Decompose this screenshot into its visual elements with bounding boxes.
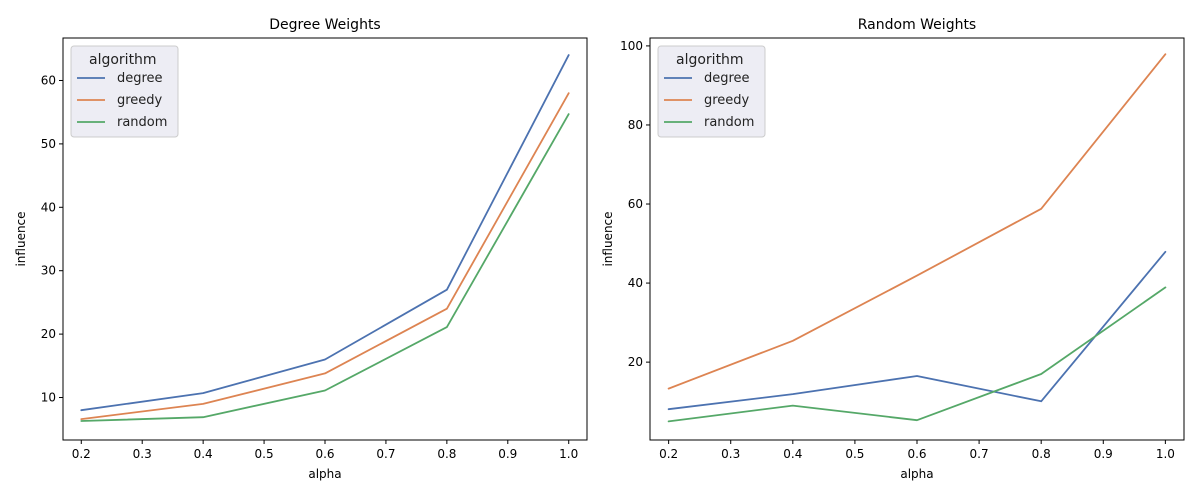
legend-entry-greedy: greedy	[117, 93, 163, 108]
x-tick-label: 0.7	[376, 447, 395, 461]
legend: algorithm degree greedy random	[657, 45, 766, 138]
legend-title: algorithm	[676, 52, 744, 68]
y-tick-label: 10	[41, 391, 56, 405]
x-tick-label: 0.3	[721, 447, 740, 461]
y-tick-label: 20	[41, 327, 56, 341]
x-tick-label: 0.6	[315, 447, 334, 461]
y-tick-label: 20	[628, 355, 643, 369]
x-tick-label: 1.0	[1156, 447, 1175, 461]
x-tick-label: 1.0	[559, 447, 578, 461]
legend-entry-degree: degree	[704, 71, 750, 86]
chart-title: Random Weights	[858, 17, 976, 33]
legend-entry-greedy: greedy	[704, 93, 750, 108]
x-tick-label: 0.8	[1032, 447, 1051, 461]
x-axis-label: alpha	[308, 467, 341, 481]
series-line-greedy	[80, 92, 570, 421]
legend-title: algorithm	[89, 52, 157, 68]
x-tick-label: 0.4	[783, 447, 802, 461]
chart-panel-2: Random Weights 0.2 0.3 0.4 0.5 0.6 0.7 0.8 0.9 1.…	[601, 17, 1185, 481]
x-tick-label: 0.4	[194, 447, 213, 461]
x-tick-label: 0.5	[255, 447, 274, 461]
legend-box	[70, 45, 179, 138]
series-line-random	[80, 113, 570, 422]
x-tick-label: 0.9	[498, 447, 517, 461]
series-line-degree	[667, 250, 1167, 411]
legend-entry-random: random	[704, 115, 754, 130]
series-line-greedy	[667, 53, 1167, 390]
y-tick-label: 60	[628, 197, 643, 211]
x-axis-label: alpha	[900, 467, 933, 481]
x-tick-label: 0.2	[659, 447, 678, 461]
x-tick-label: 0.9	[1094, 447, 1113, 461]
legend-entry-degree: degree	[117, 71, 163, 86]
y-axis-label: influence	[14, 211, 28, 266]
y-tick-label: 40	[41, 200, 56, 214]
legend-entry-random: random	[117, 115, 167, 130]
y-tick-label: 80	[628, 118, 643, 132]
series-line-degree	[80, 54, 570, 412]
x-tick-label: 0.3	[133, 447, 152, 461]
series-line-random	[667, 286, 1167, 423]
y-tick-label: 100	[620, 39, 643, 53]
y-tick-label: 50	[41, 137, 56, 151]
legend: algorithm degree greedy random	[70, 45, 179, 138]
x-tick-label: 0.7	[970, 447, 989, 461]
y-tick-label: 40	[628, 276, 643, 290]
legend-box	[657, 45, 766, 138]
y-tick-label: 60	[41, 73, 56, 87]
chart-panel-1: Degree Weights 0.2 0.3 0.4 0.5 0.6 0.7 0.8 0.9 1.…	[14, 17, 588, 481]
y-tick-label: 30	[41, 264, 56, 278]
chart-title: Degree Weights	[269, 17, 380, 33]
x-tick-label: 0.2	[72, 447, 91, 461]
x-tick-label: 0.6	[907, 447, 926, 461]
x-tick-label: 0.8	[437, 447, 456, 461]
x-tick-label: 0.5	[845, 447, 864, 461]
y-axis-label: influence	[601, 211, 615, 266]
